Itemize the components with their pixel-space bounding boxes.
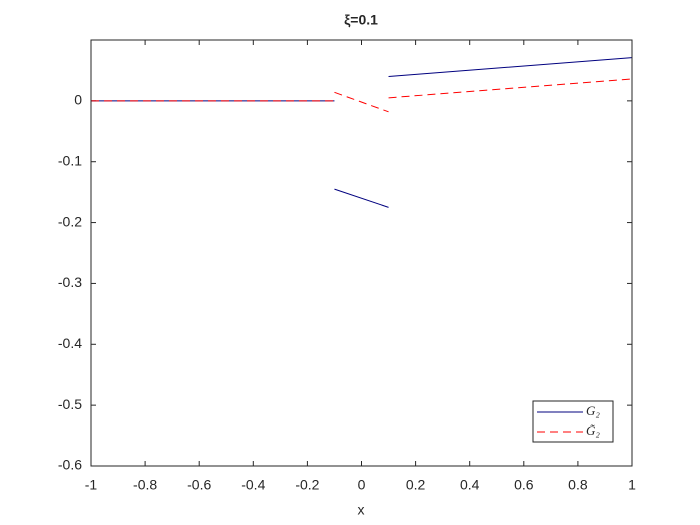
x-tick-label: 0.4: [460, 477, 480, 493]
x-tick-label: 1: [628, 477, 636, 493]
plot-area: [91, 40, 632, 466]
axes-box: [90, 39, 633, 467]
y-tick-label: -0.5: [58, 396, 82, 412]
x-tick-label: -0.4: [241, 477, 265, 493]
chart-title: ξ=0.1: [344, 12, 378, 28]
x-tick-label: -0.8: [133, 477, 157, 493]
y-tick-label: -0.2: [58, 213, 82, 229]
series-line: [91, 78, 633, 113]
x-tick-label: 0.6: [514, 477, 534, 493]
x-axis-label: x: [358, 502, 365, 518]
y-tick-label: -0.4: [58, 335, 82, 351]
x-tick-label: -0.6: [187, 477, 211, 493]
x-tick-label: -1: [85, 477, 98, 493]
x-tick-label: 0.8: [568, 477, 588, 493]
legend-box: [532, 400, 614, 443]
y-tick-label: 0: [74, 92, 82, 108]
x-tick-label: 0: [358, 477, 366, 493]
legend-label: G₂: [586, 403, 600, 418]
y-tick-label: -0.1: [58, 152, 82, 168]
y-tick-label: -0.6: [58, 457, 82, 473]
legend-label: G̃₂: [586, 423, 600, 438]
y-tick-label: -0.3: [58, 274, 82, 290]
x-tick-label: -0.2: [295, 477, 319, 493]
x-tick-label: 0.2: [406, 477, 426, 493]
